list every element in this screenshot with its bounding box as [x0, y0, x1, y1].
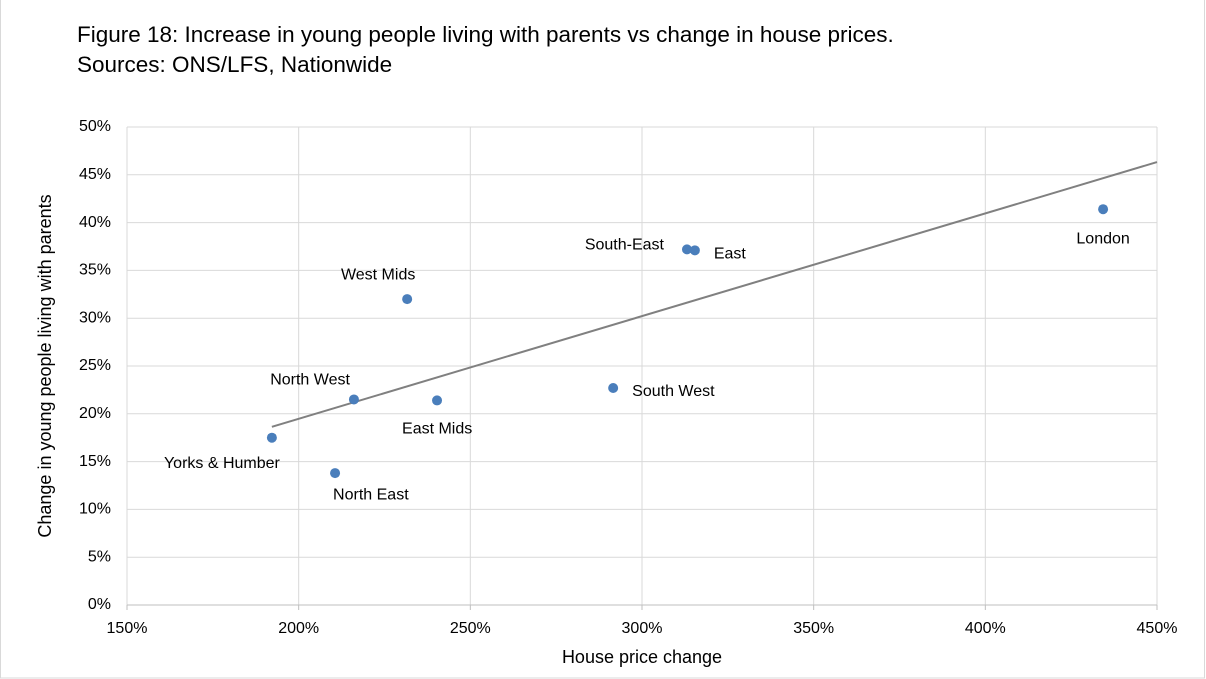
point [348, 394, 359, 405]
y-tick-label: 5% [88, 548, 111, 565]
point-label: South West [632, 383, 715, 400]
point [1098, 204, 1109, 215]
y-tick-label: 50% [79, 118, 111, 135]
x-tick-label: 400% [965, 620, 1006, 637]
x-axis-title: House price change [562, 647, 722, 667]
point-label: London [1076, 230, 1129, 247]
point [266, 432, 277, 443]
x-tick-label: 250% [450, 620, 491, 637]
point [432, 395, 443, 406]
trendline [271, 161, 1158, 428]
point [608, 382, 619, 393]
point [689, 245, 700, 256]
y-axis-title: Change in young people living with paren… [35, 194, 55, 537]
point [402, 294, 413, 305]
point-label: Yorks & Humber [164, 455, 281, 472]
point [330, 468, 341, 479]
chart-title: Figure 18: Increase in young people livi… [77, 22, 894, 77]
y-tick-label: 40% [79, 214, 111, 231]
point-label: North West [270, 372, 350, 389]
point-label: South-East [585, 237, 665, 254]
point-label: East Mids [402, 421, 472, 438]
point-label: East [714, 246, 747, 263]
y-tick-label: 30% [79, 309, 111, 326]
x-tick-label: 200% [278, 620, 319, 637]
point-label: North East [333, 486, 409, 503]
x-tick-label: 350% [793, 620, 834, 637]
y-tick-label: 0% [88, 596, 111, 613]
y-tick-label: 35% [79, 262, 111, 279]
y-tick-label: 10% [79, 501, 111, 518]
point [681, 244, 692, 255]
x-tick-label: 300% [622, 620, 663, 637]
y-tick-label: 20% [79, 405, 111, 422]
y-tick-label: 45% [79, 166, 111, 183]
point-label: West Mids [341, 266, 415, 283]
x-tick-label: 150% [107, 620, 148, 637]
x-tick-label: 450% [1137, 620, 1178, 637]
y-tick-label: 25% [79, 357, 111, 374]
y-tick-label: 15% [79, 453, 111, 470]
